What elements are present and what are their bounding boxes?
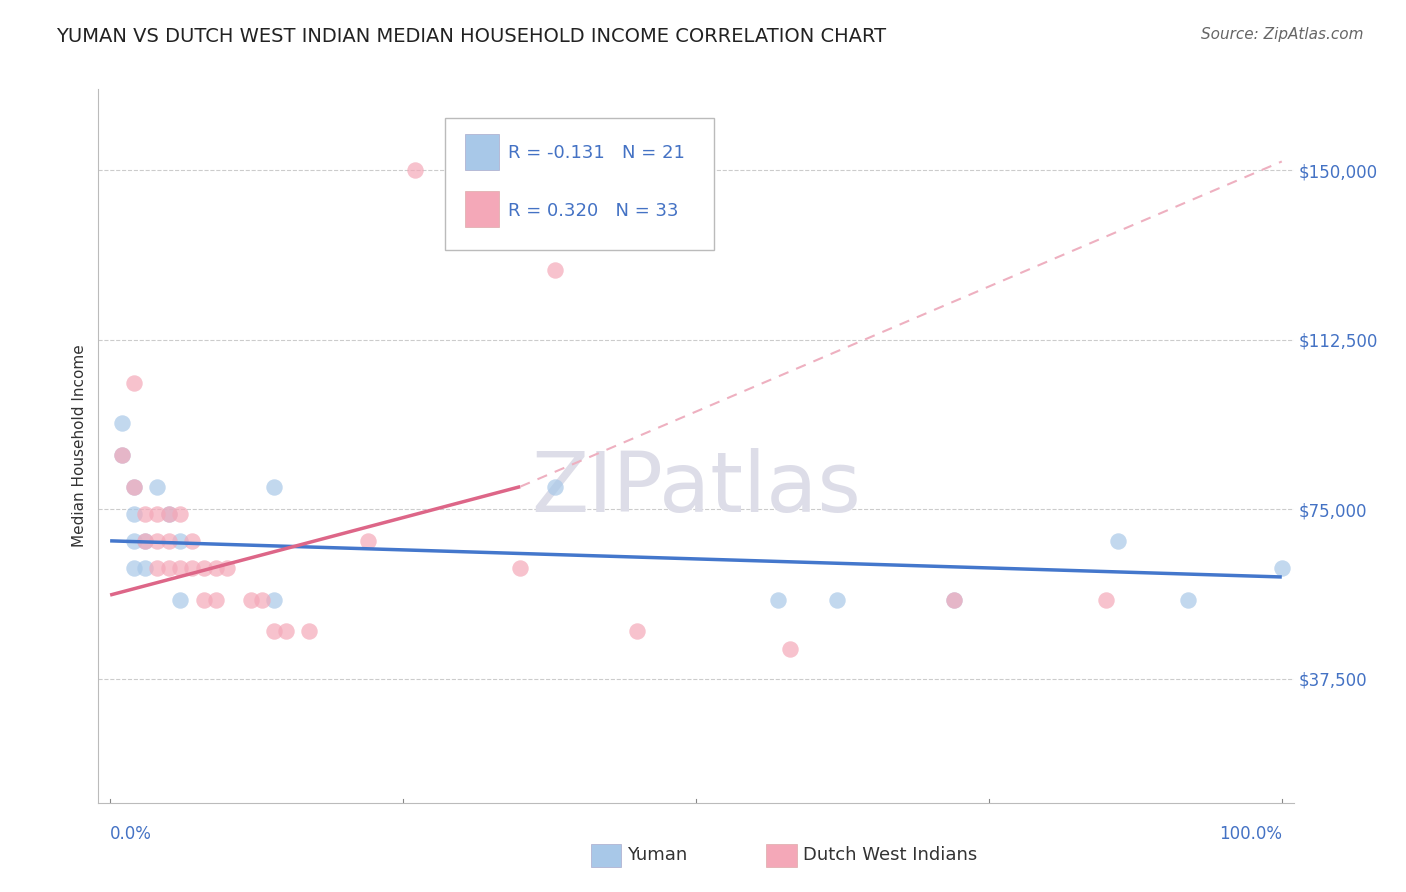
FancyBboxPatch shape bbox=[465, 191, 499, 227]
Point bbox=[181, 533, 204, 548]
Text: R = -0.131   N = 21: R = -0.131 N = 21 bbox=[509, 145, 685, 162]
Point bbox=[825, 592, 848, 607]
Point bbox=[204, 592, 226, 607]
Point bbox=[626, 624, 648, 639]
Point bbox=[766, 592, 789, 607]
Point bbox=[146, 533, 169, 548]
Point bbox=[157, 507, 180, 521]
Point bbox=[122, 507, 145, 521]
Point bbox=[509, 561, 531, 575]
FancyBboxPatch shape bbox=[465, 134, 499, 169]
Text: ZIPatlas: ZIPatlas bbox=[531, 449, 860, 529]
Point bbox=[111, 417, 134, 431]
Point bbox=[404, 163, 426, 178]
Point bbox=[544, 480, 567, 494]
Text: Source: ZipAtlas.com: Source: ZipAtlas.com bbox=[1201, 27, 1364, 42]
Text: 0.0%: 0.0% bbox=[110, 825, 152, 843]
Point bbox=[169, 592, 191, 607]
Point bbox=[263, 624, 285, 639]
Point bbox=[146, 561, 169, 575]
Point bbox=[134, 561, 156, 575]
Point bbox=[298, 624, 321, 639]
Point bbox=[134, 507, 156, 521]
Point bbox=[122, 561, 145, 575]
Point bbox=[252, 592, 274, 607]
Point bbox=[544, 263, 567, 277]
Point bbox=[263, 592, 285, 607]
Text: Dutch West Indians: Dutch West Indians bbox=[803, 847, 977, 864]
Point bbox=[169, 561, 191, 575]
Point bbox=[157, 561, 180, 575]
Y-axis label: Median Household Income: Median Household Income bbox=[72, 344, 87, 548]
Point bbox=[122, 376, 145, 390]
Point bbox=[942, 592, 965, 607]
Point bbox=[1095, 592, 1118, 607]
Text: 100.0%: 100.0% bbox=[1219, 825, 1282, 843]
Point bbox=[204, 561, 226, 575]
Text: Yuman: Yuman bbox=[627, 847, 688, 864]
Point bbox=[193, 592, 215, 607]
Point bbox=[1271, 561, 1294, 575]
Point bbox=[134, 533, 156, 548]
Point bbox=[122, 480, 145, 494]
Point bbox=[111, 448, 134, 462]
Point bbox=[357, 533, 380, 548]
Point bbox=[146, 507, 169, 521]
Point bbox=[263, 480, 285, 494]
Text: R = 0.320   N = 33: R = 0.320 N = 33 bbox=[509, 202, 679, 219]
Point bbox=[157, 533, 180, 548]
Point bbox=[1107, 533, 1129, 548]
Point bbox=[239, 592, 262, 607]
Point bbox=[181, 561, 204, 575]
Point bbox=[122, 533, 145, 548]
Point bbox=[274, 624, 297, 639]
Point bbox=[146, 480, 169, 494]
Text: YUMAN VS DUTCH WEST INDIAN MEDIAN HOUSEHOLD INCOME CORRELATION CHART: YUMAN VS DUTCH WEST INDIAN MEDIAN HOUSEH… bbox=[56, 27, 886, 45]
Point bbox=[779, 642, 801, 657]
Point bbox=[942, 592, 965, 607]
Point bbox=[217, 561, 239, 575]
Point bbox=[169, 533, 191, 548]
Point bbox=[134, 533, 156, 548]
FancyBboxPatch shape bbox=[446, 118, 714, 250]
Point bbox=[169, 507, 191, 521]
Point bbox=[111, 448, 134, 462]
Point bbox=[193, 561, 215, 575]
Point bbox=[157, 507, 180, 521]
Point bbox=[122, 480, 145, 494]
Point bbox=[1177, 592, 1199, 607]
